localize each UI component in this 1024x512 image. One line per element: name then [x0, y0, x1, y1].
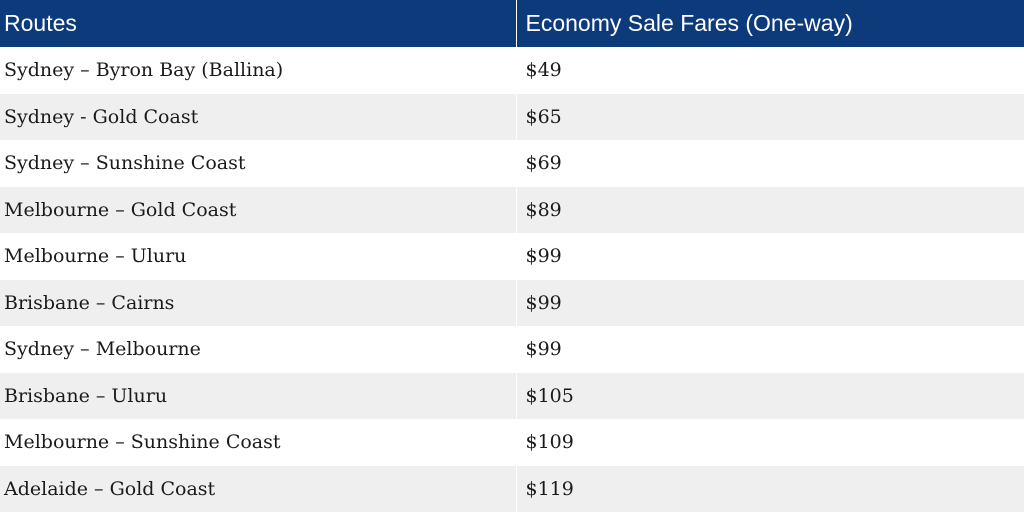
table-header: Routes Economy Sale Fares (One-way)	[0, 0, 1024, 47]
route-cell: Sydney – Sunshine Coast	[0, 140, 516, 187]
table-row: Adelaide – Gold Coast $119	[0, 466, 1024, 512]
table-row: Melbourne – Gold Coast $89	[0, 187, 1024, 234]
routes-column-header: Routes	[0, 0, 516, 47]
fare-cell: $89	[516, 187, 1024, 234]
table-row: Sydney – Melbourne $99	[0, 326, 1024, 373]
route-cell: Melbourne – Uluru	[0, 233, 516, 280]
table-row: Sydney – Byron Bay (Ballina) $49	[0, 47, 1024, 94]
table-row: Melbourne – Uluru $99	[0, 233, 1024, 280]
fare-cell: $65	[516, 94, 1024, 141]
fare-cell: $105	[516, 373, 1024, 420]
route-cell: Melbourne – Gold Coast	[0, 187, 516, 234]
table-row: Sydney - Gold Coast $65	[0, 94, 1024, 141]
fares-column-header: Economy Sale Fares (One-way)	[516, 0, 1024, 47]
route-cell: Brisbane – Uluru	[0, 373, 516, 420]
route-cell: Sydney – Byron Bay (Ballina)	[0, 47, 516, 94]
table-row: Sydney – Sunshine Coast $69	[0, 140, 1024, 187]
table-row: Brisbane – Cairns $99	[0, 280, 1024, 327]
route-cell: Sydney - Gold Coast	[0, 94, 516, 141]
fare-cell: $99	[516, 280, 1024, 327]
fare-cell: $99	[516, 233, 1024, 280]
fare-cell: $49	[516, 47, 1024, 94]
header-row: Routes Economy Sale Fares (One-way)	[0, 0, 1024, 47]
route-cell: Brisbane – Cairns	[0, 280, 516, 327]
table-body: Sydney – Byron Bay (Ballina) $49 Sydney …	[0, 47, 1024, 512]
fare-cell: $109	[516, 419, 1024, 466]
route-cell: Adelaide – Gold Coast	[0, 466, 516, 512]
route-cell: Melbourne – Sunshine Coast	[0, 419, 516, 466]
route-cell: Sydney – Melbourne	[0, 326, 516, 373]
fare-cell: $99	[516, 326, 1024, 373]
fare-cell: $69	[516, 140, 1024, 187]
table-row: Melbourne – Sunshine Coast $109	[0, 419, 1024, 466]
table-row: Brisbane – Uluru $105	[0, 373, 1024, 420]
fare-cell: $119	[516, 466, 1024, 512]
